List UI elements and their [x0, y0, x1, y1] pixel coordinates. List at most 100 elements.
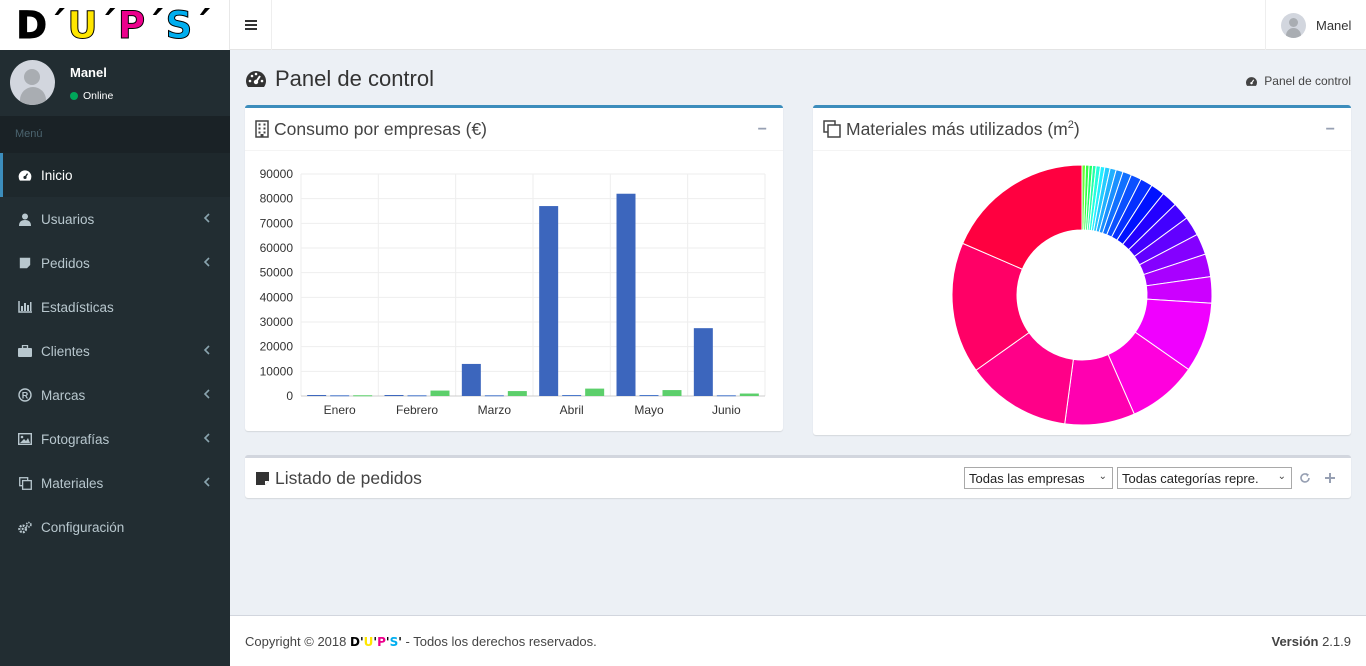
sidebar-item-estadisticas[interactable]: Estadísticas [0, 285, 230, 329]
logo-letter: P [377, 635, 386, 649]
briefcase-icon [18, 344, 32, 358]
x-tick-label: Febrero [396, 403, 438, 417]
categorias-select-value: Todas categorías repre. [1122, 470, 1259, 486]
y-tick-label: 20000 [260, 340, 294, 354]
collapse-button[interactable]: − [1325, 121, 1335, 138]
breadcrumb[interactable]: Panel de control [1245, 74, 1351, 88]
sidebar-item-label: Inicio [41, 167, 73, 183]
avatar [1281, 12, 1306, 38]
sidebar-toggle-button[interactable] [230, 0, 272, 50]
brand-logo[interactable]: D´U´P´S´ [0, 0, 230, 50]
y-tick-label: 80000 [260, 192, 294, 206]
sidebar-item-label: Configuración [41, 519, 125, 535]
collapse-button[interactable]: − [757, 121, 767, 138]
top-navbar: Manel [230, 0, 1366, 50]
sidebar-item-label: Estadísticas [41, 299, 114, 315]
user-icon [18, 212, 32, 226]
user-menu[interactable]: Manel [1265, 0, 1366, 50]
box-header: Materiales más utilizados (m2) [813, 108, 1351, 151]
sticky-note-icon [18, 256, 32, 270]
sidebar-item-inicio[interactable]: Inicio [0, 153, 230, 197]
logo-letter: U [67, 3, 99, 47]
logo-letter: ´ [193, 3, 213, 47]
sidebar-item-usuarios[interactable]: Usuarios [0, 197, 230, 241]
footer: Copyright © 2018 D'U'P'S' - Todos los de… [230, 615, 1366, 666]
sidebar-user-name: Manel [70, 65, 107, 80]
bar [662, 390, 682, 396]
navbar-user-name: Manel [1316, 17, 1352, 33]
sidebar-item-fotografias[interactable]: Fotografías [0, 417, 230, 461]
materiales-donut-chart [951, 164, 1213, 426]
y-tick-label: 50000 [260, 266, 294, 280]
sidebar-item-pedidos[interactable]: Pedidos [0, 241, 230, 285]
x-tick-label: Mayo [634, 403, 664, 417]
rights-text: - Todos los derechos reservados. [401, 634, 597, 649]
categorias-select[interactable]: Todas categorías repre. ⌄ [1117, 467, 1292, 489]
building-icon [255, 120, 269, 138]
image-icon [18, 432, 32, 446]
bar [461, 363, 481, 396]
logo-letter: S [389, 635, 399, 649]
hamburger-icon [244, 20, 257, 30]
chevron-left-icon [203, 212, 210, 226]
status-badge: Online [70, 90, 113, 102]
bar [539, 206, 559, 396]
box-title-end: ) [1073, 118, 1080, 139]
dashboard-icon [1246, 76, 1258, 86]
page-title-text: Panel de control [275, 66, 434, 91]
sidebar-item-configuracion[interactable]: Configuración [0, 505, 230, 549]
svg-text:R: R [22, 391, 29, 401]
chevron-down-icon: ⌄ [1098, 471, 1107, 482]
y-tick-label: 30000 [260, 315, 294, 329]
y-tick-label: 10000 [260, 364, 294, 378]
bar [739, 393, 759, 396]
x-tick-label: Marzo [478, 403, 512, 417]
bar [384, 395, 404, 397]
chevron-down-icon: ⌄ [1277, 471, 1286, 482]
box-title-sup: 2 [1067, 118, 1074, 131]
sticky-note-icon [256, 471, 269, 485]
sidebar-item-clientes[interactable]: Clientes [0, 329, 230, 373]
avatar [10, 60, 55, 105]
sidebar-item-label: Marcas [41, 387, 86, 403]
consumo-box: Consumo por empresas (€) − 0 10000 20000 30… [245, 105, 783, 431]
logo-letter: ´ [98, 3, 118, 47]
bar [484, 395, 504, 397]
clone-icon [823, 120, 841, 138]
chevron-left-icon [203, 344, 210, 358]
sidebar-menu: Inicio Usuarios Pedidos Estadísticas Cliente… [0, 153, 230, 549]
clone-icon [18, 476, 32, 490]
sidebar-item-materiales[interactable]: Materiales [0, 461, 230, 505]
box-header: Consumo por empresas (€) [245, 108, 783, 151]
box-title: Consumo por empresas (€) [274, 118, 487, 139]
sidebar: Manel Online Menú Inicio Usuarios Pedidos E… [0, 50, 230, 666]
pie-slice [951, 242, 1030, 371]
empresas-select[interactable]: Todas las empresas ⌄ [964, 467, 1113, 489]
bar [330, 395, 350, 397]
breadcrumb-item: Panel de control [1264, 74, 1351, 88]
bar [716, 395, 736, 397]
logo-letter: ´ [47, 3, 68, 47]
x-tick-label: Enero [324, 403, 356, 417]
version-value: 2.1.9 [1322, 634, 1351, 649]
pie-slice [962, 164, 1083, 270]
bar [616, 193, 636, 396]
refresh-icon[interactable] [1299, 472, 1311, 484]
chevron-left-icon [203, 256, 210, 270]
copyright-text: Copyright © 2018 [245, 634, 347, 649]
y-tick-label: 70000 [260, 216, 294, 230]
x-tick-label: Abril [560, 403, 584, 417]
dashboard-icon [18, 168, 32, 182]
box-title: Materiales más utilizados (m2) [846, 119, 1080, 140]
bar [693, 328, 713, 396]
logo-letter: ' [398, 635, 402, 649]
sidebar-item-label: Materiales [41, 475, 104, 491]
bar [585, 388, 605, 396]
plus-icon[interactable] [1324, 472, 1336, 484]
logo-letter: U [363, 635, 374, 649]
dashboard-icon [246, 71, 266, 87]
bar [507, 391, 527, 396]
bar [562, 395, 582, 397]
sidebar-item-marcas[interactable]: R Marcas [0, 373, 230, 417]
chevron-left-icon [203, 432, 210, 446]
